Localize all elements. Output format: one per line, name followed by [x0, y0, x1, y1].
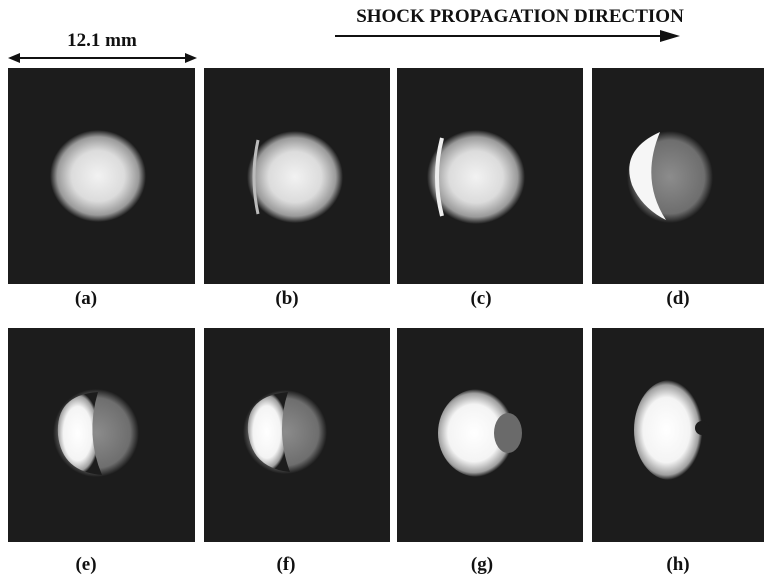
panel-b — [204, 68, 390, 284]
panel-label: (b) — [275, 288, 298, 309]
panel-label: (a) — [75, 288, 97, 309]
scale-arrowhead — [8, 53, 20, 63]
panel-h — [592, 328, 764, 542]
direction-label: SHOCK PROPAGATION DIRECTION — [356, 6, 684, 27]
panel-f — [204, 328, 390, 542]
scale-arrowhead — [185, 53, 197, 63]
panel-g — [397, 328, 583, 542]
panel-a — [8, 68, 195, 284]
panel-label: (f) — [277, 554, 296, 575]
direction-arrowhead — [660, 30, 680, 42]
scale-label: 12.1 mm — [67, 30, 137, 51]
figure: SHOCK PROPAGATION DIRECTION 12.1 mm (a) … — [0, 0, 764, 580]
panel-e — [8, 328, 195, 542]
panel-label: (c) — [470, 288, 491, 309]
panel-c — [397, 68, 583, 284]
panel-d — [592, 68, 764, 284]
panel-label: (h) — [666, 554, 689, 575]
panel-label: (g) — [471, 554, 493, 575]
panel-label: (e) — [75, 554, 96, 575]
panel-label: (d) — [666, 288, 689, 309]
